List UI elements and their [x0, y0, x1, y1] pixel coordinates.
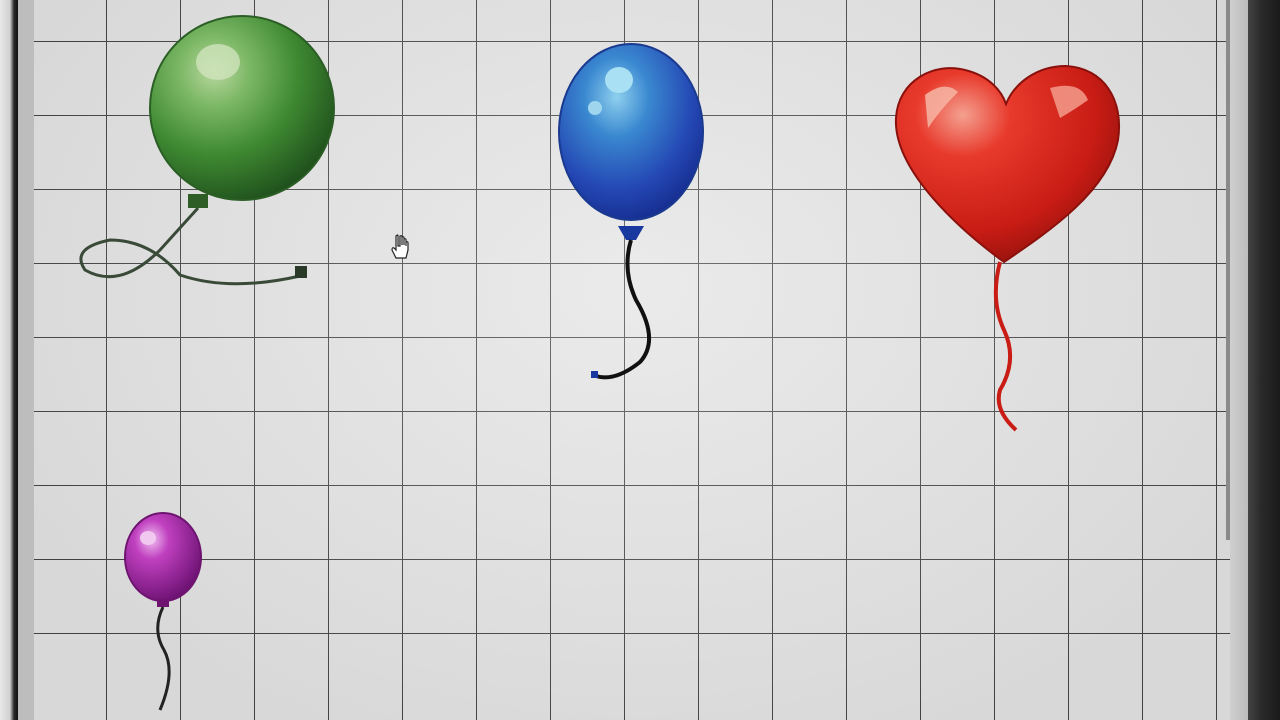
purple-balloon[interactable] [124, 512, 202, 711]
monitor-left-bezel [0, 0, 18, 720]
monitor-right-bezel [1248, 0, 1280, 720]
green-balloon[interactable] [79, 15, 335, 286]
vertical-scrollbar[interactable] [1230, 0, 1248, 720]
hand-cursor-icon [391, 234, 409, 259]
scrollbar-thumb[interactable] [1226, 0, 1230, 540]
red-heart-balloon[interactable] [894, 64, 1120, 432]
blue-balloon[interactable] [558, 43, 704, 380]
